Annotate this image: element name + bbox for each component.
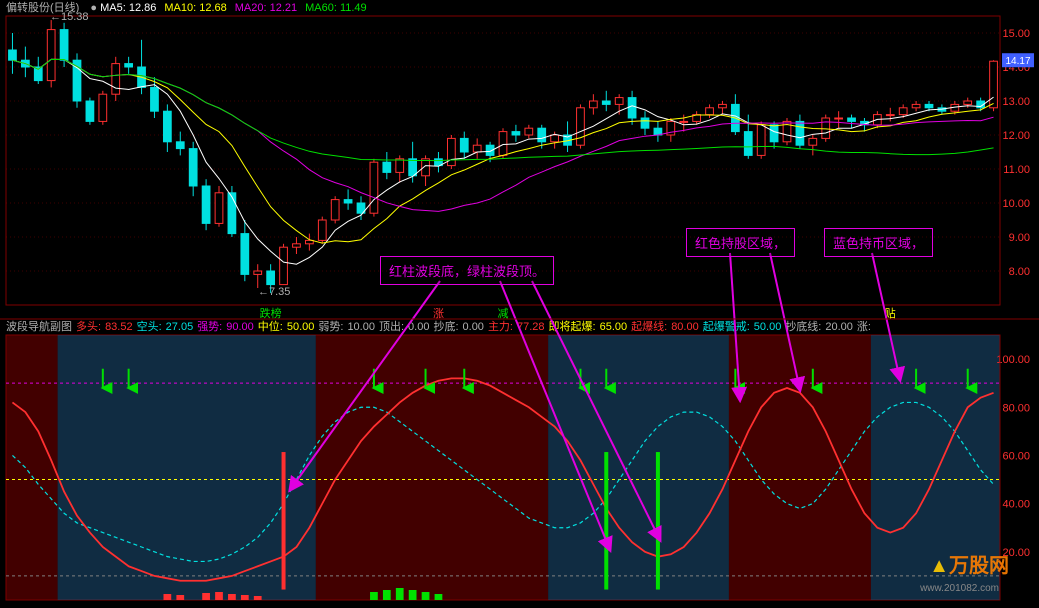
svg-text:←15.38: ←15.38 — [50, 11, 89, 23]
svg-text:8.00: 8.00 — [1009, 266, 1030, 278]
annotation-box: 蓝色持币区域， — [824, 228, 933, 257]
svg-text:←7.35: ←7.35 — [258, 286, 290, 298]
svg-text:15.00: 15.00 — [1002, 28, 1030, 40]
svg-text:12.00: 12.00 — [1002, 130, 1030, 142]
watermark-url: www.201082.com — [920, 583, 999, 594]
chart-svg[interactable]: 8.009.0010.0011.0012.0013.0014.0015.0014… — [0, 0, 1039, 608]
svg-text:14.17: 14.17 — [1005, 56, 1030, 67]
svg-text:80.00: 80.00 — [1002, 402, 1030, 414]
svg-text:涨: 涨 — [433, 307, 444, 320]
svg-text:10.00: 10.00 — [1002, 198, 1030, 210]
svg-text:40.00: 40.00 — [1002, 499, 1030, 511]
svg-text:60.00: 60.00 — [1002, 450, 1030, 462]
svg-text:9.00: 9.00 — [1009, 232, 1030, 244]
annotation-box: 红柱波段底，绿柱波段顶。 — [380, 256, 554, 285]
svg-text:跌榜: 跌榜 — [260, 306, 282, 320]
watermark-logo: ▲万股网 — [929, 549, 1009, 578]
svg-text:100.00: 100.00 — [996, 354, 1030, 366]
svg-text:11.00: 11.00 — [1003, 164, 1030, 176]
svg-text:13.00: 13.00 — [1002, 96, 1030, 108]
annotation-box: 红色持股区域， — [686, 228, 795, 257]
svg-text:减: 减 — [498, 307, 509, 320]
